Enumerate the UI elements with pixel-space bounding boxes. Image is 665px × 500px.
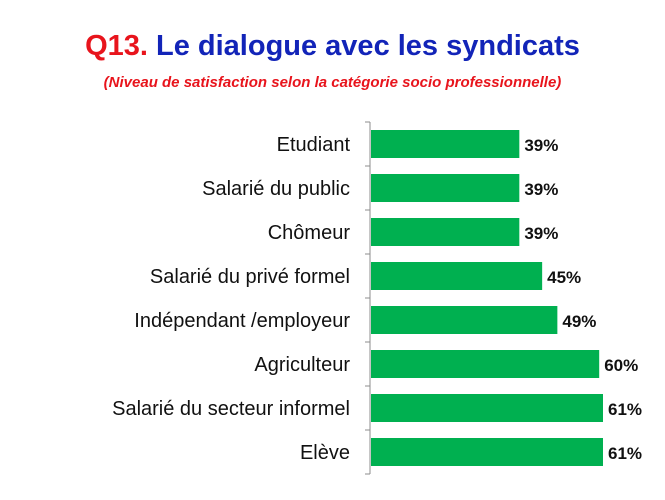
- value-label: 49%: [562, 312, 596, 331]
- category-label: Indépendant /employeur: [134, 310, 350, 332]
- value-label: 39%: [524, 180, 558, 199]
- category-label: Salarié du secteur informel: [112, 398, 350, 420]
- value-label: 39%: [524, 136, 558, 155]
- value-label: 61%: [608, 444, 642, 463]
- bar: [371, 130, 520, 158]
- bar: [371, 394, 603, 422]
- bar: [371, 262, 543, 290]
- title-text: Le dialogue avec les syndicats: [147, 30, 580, 62]
- bar: [371, 218, 520, 246]
- value-label: 61%: [608, 400, 642, 419]
- category-label: Chômeur: [268, 222, 351, 244]
- category-label: Etudiant: [277, 134, 351, 156]
- category-label: Elève: [300, 442, 350, 464]
- value-label: 45%: [547, 268, 581, 287]
- bar: [371, 174, 520, 202]
- chart-title: Q13. Le dialogue avec les syndicats: [0, 30, 665, 63]
- bar: [371, 306, 558, 334]
- category-label: Agriculteur: [254, 354, 350, 376]
- chart-subtitle: (Niveau de satisfaction selon la catégor…: [103, 74, 562, 91]
- category-label: Salarié du privé formel: [150, 266, 350, 288]
- value-label: 60%: [604, 356, 638, 375]
- bar: [371, 350, 600, 378]
- title-question-number: Q13.: [85, 30, 148, 62]
- category-label: Salarié du public: [202, 178, 350, 200]
- bar: [371, 438, 603, 466]
- value-label: 39%: [524, 224, 558, 243]
